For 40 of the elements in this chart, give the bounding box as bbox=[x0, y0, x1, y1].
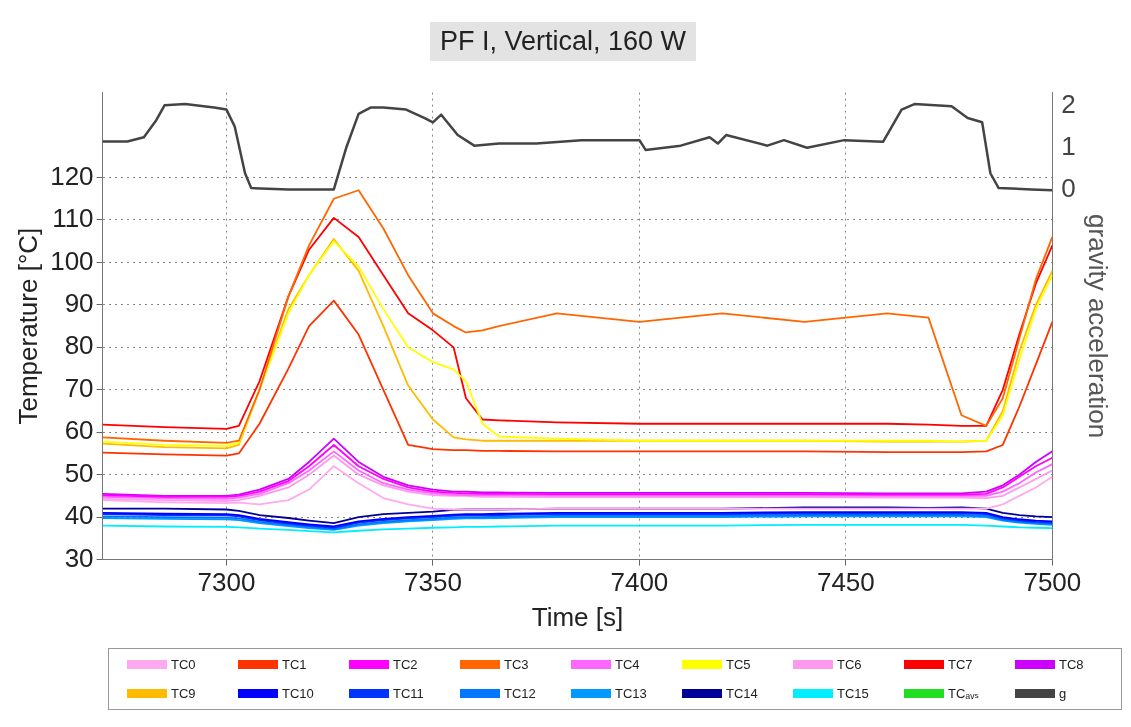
legend-label: TC5 bbox=[726, 657, 751, 672]
x-tick-label: 7300 bbox=[197, 567, 256, 598]
y-tick-label: 80 bbox=[64, 330, 94, 361]
legend-label: TC9 bbox=[171, 686, 196, 701]
legend-label: TC3 bbox=[504, 657, 529, 672]
y-tick-label: 40 bbox=[64, 500, 94, 531]
legend-label: g bbox=[1059, 686, 1067, 701]
x-axis-title: Time [s] bbox=[531, 601, 624, 632]
legend-label: TC15 bbox=[837, 686, 869, 701]
legend-label: TC7 bbox=[948, 657, 973, 672]
legend-label: TCₐᵥₛ bbox=[948, 686, 980, 701]
x-tick-label: 7400 bbox=[610, 567, 669, 598]
x-tick-label: 7500 bbox=[1023, 567, 1082, 598]
y-tick-label: 120 bbox=[50, 160, 94, 191]
x-tick-label: 7450 bbox=[816, 567, 875, 598]
legend-label: TC2 bbox=[393, 657, 418, 672]
y-tick-label: 100 bbox=[50, 245, 94, 276]
legend-label: TC4 bbox=[615, 657, 640, 672]
legend-label: TC10 bbox=[282, 686, 314, 701]
y2-tick-label: 2 bbox=[1061, 88, 1076, 119]
legend-label: TC8 bbox=[1059, 657, 1084, 672]
legend-label: TC13 bbox=[615, 686, 647, 701]
legend-label: TC1 bbox=[282, 657, 307, 672]
legend-label: TC14 bbox=[726, 686, 758, 701]
y-tick-label: 70 bbox=[64, 372, 94, 403]
y-tick-label: 50 bbox=[64, 457, 94, 488]
y-tick-label: 90 bbox=[64, 288, 94, 319]
y-tick-label: 60 bbox=[64, 415, 94, 446]
legend-label: TC0 bbox=[171, 657, 196, 672]
y-axis-title: Temperature [°C] bbox=[12, 227, 43, 425]
y2-tick-label: 1 bbox=[1061, 130, 1076, 161]
y-tick-label: 110 bbox=[52, 203, 94, 234]
x-tick-label: 7350 bbox=[404, 567, 462, 598]
legend-label: TC12 bbox=[504, 686, 536, 701]
y-tick-label: 30 bbox=[64, 542, 94, 573]
legend-label: TC11 bbox=[393, 686, 424, 701]
y2-tick-label: 0 bbox=[1061, 173, 1076, 204]
y2-axis-title: gravity acceleration bbox=[1083, 214, 1114, 439]
chart-title: PF I, Vertical, 160 W bbox=[429, 21, 697, 61]
legend-label: TC6 bbox=[837, 657, 862, 672]
